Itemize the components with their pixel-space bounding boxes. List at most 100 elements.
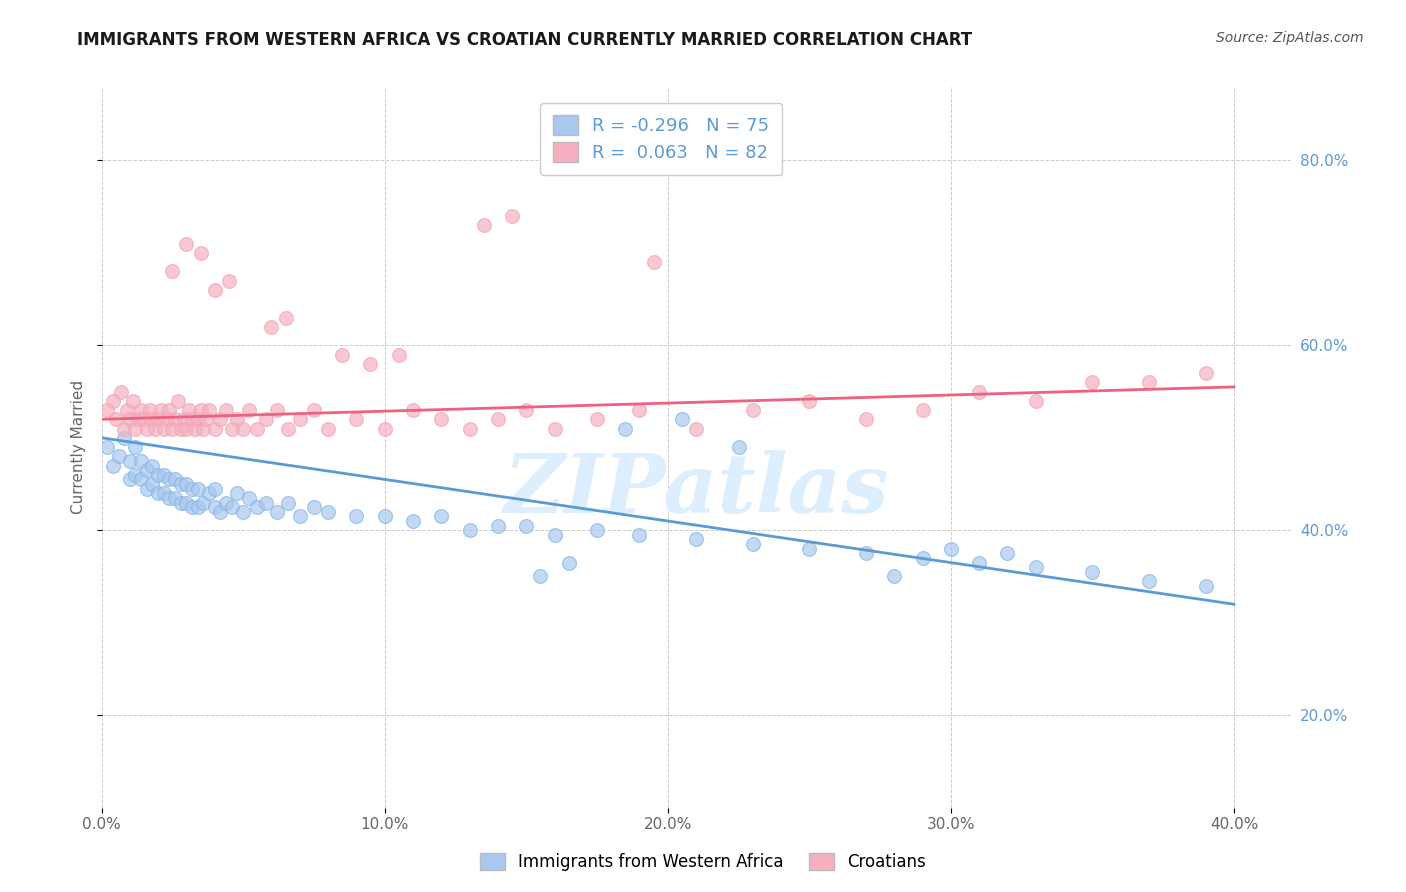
Point: [741, 537, 763, 551]
Point: [173, 412, 195, 426]
Point: [883, 569, 905, 583]
Point: [855, 412, 877, 426]
Point: [138, 403, 160, 417]
Point: [277, 495, 299, 509]
Point: [135, 482, 157, 496]
Point: [162, 421, 184, 435]
Point: [254, 412, 277, 426]
Point: [543, 528, 565, 542]
Point: [402, 403, 425, 417]
Point: [277, 421, 299, 435]
Point: [799, 393, 821, 408]
Point: [101, 393, 124, 408]
Point: [129, 403, 152, 417]
Point: [344, 412, 367, 426]
Point: [124, 467, 146, 482]
Point: [967, 384, 990, 399]
Point: [1025, 560, 1047, 574]
Point: [181, 482, 204, 496]
Point: [121, 393, 143, 408]
Point: [153, 421, 176, 435]
Point: [187, 500, 209, 515]
Point: [274, 310, 297, 325]
Point: [741, 403, 763, 417]
Point: [302, 500, 325, 515]
Point: [997, 546, 1019, 560]
Point: [374, 509, 396, 524]
Point: [143, 421, 166, 435]
Point: [170, 495, 193, 509]
Point: [198, 403, 221, 417]
Point: [204, 283, 226, 297]
Point: [1081, 565, 1104, 579]
Point: [685, 421, 707, 435]
Point: [472, 218, 495, 232]
Point: [486, 412, 509, 426]
Point: [628, 403, 651, 417]
Point: [614, 421, 637, 435]
Point: [288, 509, 311, 524]
Point: [162, 264, 184, 278]
Point: [209, 412, 232, 426]
Point: [221, 500, 243, 515]
Point: [146, 412, 169, 426]
Point: [118, 454, 141, 468]
Point: [112, 421, 135, 435]
Point: [344, 509, 367, 524]
Point: [129, 454, 152, 468]
Point: [1137, 574, 1160, 588]
Point: [104, 412, 127, 426]
Point: [232, 421, 254, 435]
Point: [316, 421, 339, 435]
Point: [671, 412, 693, 426]
Point: [402, 514, 425, 528]
Point: [141, 412, 163, 426]
Point: [1137, 376, 1160, 390]
Text: ZIPatlas: ZIPatlas: [503, 450, 889, 531]
Point: [967, 556, 990, 570]
Point: [167, 393, 190, 408]
Point: [218, 274, 240, 288]
Point: [911, 551, 934, 566]
Point: [159, 472, 181, 486]
Point: [501, 209, 523, 223]
Point: [176, 477, 198, 491]
Point: [118, 412, 141, 426]
Point: [170, 421, 193, 435]
Point: [226, 412, 249, 426]
Point: [187, 412, 209, 426]
Point: [96, 403, 118, 417]
Point: [110, 384, 132, 399]
Point: [1081, 376, 1104, 390]
Point: [112, 431, 135, 445]
Point: [141, 477, 163, 491]
Point: [232, 505, 254, 519]
Point: [195, 412, 218, 426]
Point: [388, 347, 411, 361]
Point: [302, 403, 325, 417]
Point: [149, 403, 172, 417]
Point: [159, 491, 181, 505]
Legend: R = -0.296   N = 75, R =  0.063   N = 82: R = -0.296 N = 75, R = 0.063 N = 82: [540, 103, 782, 175]
Point: [165, 412, 187, 426]
Point: [176, 421, 198, 435]
Point: [153, 486, 176, 500]
Text: Source: ZipAtlas.com: Source: ZipAtlas.com: [1216, 31, 1364, 45]
Point: [685, 533, 707, 547]
Legend: Immigrants from Western Africa, Croatians: Immigrants from Western Africa, Croatian…: [471, 845, 935, 880]
Point: [124, 421, 146, 435]
Point: [129, 472, 152, 486]
Point: [330, 347, 353, 361]
Point: [165, 472, 187, 486]
Point: [170, 477, 193, 491]
Point: [374, 421, 396, 435]
Point: [939, 541, 962, 556]
Point: [316, 505, 339, 519]
Point: [1195, 579, 1218, 593]
Point: [226, 486, 249, 500]
Point: [1195, 366, 1218, 380]
Point: [458, 421, 481, 435]
Point: [430, 509, 453, 524]
Point: [515, 403, 537, 417]
Point: [238, 403, 260, 417]
